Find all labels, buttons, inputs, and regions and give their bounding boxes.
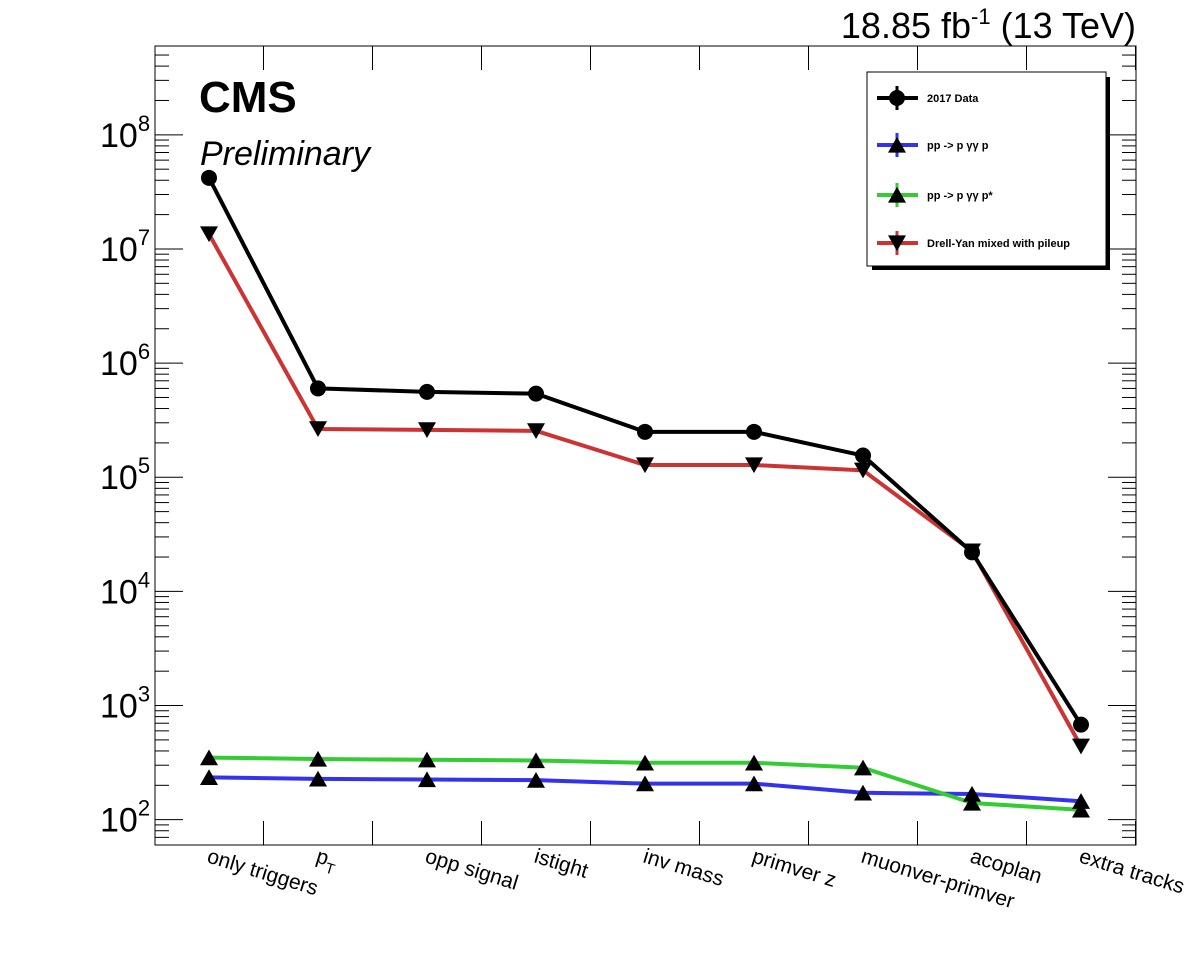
lumi-unit-exponent: -1: [971, 4, 991, 29]
data-point: [201, 169, 217, 186]
data-point: [963, 794, 981, 811]
data-point: [200, 769, 218, 785]
legend-entry: Drell-Yan mixed with pileup: [877, 231, 1070, 255]
x-category-label: istight: [532, 845, 591, 883]
data-point: [419, 383, 435, 400]
data-point: [963, 785, 981, 802]
y-tick-label: 105: [100, 453, 150, 497]
legend-label: pp -> p γγ p: [927, 140, 989, 152]
data-point: [1072, 801, 1090, 818]
data-point: [200, 226, 218, 243]
legend-label: 2017 Data: [927, 93, 979, 105]
data-point: [637, 423, 653, 440]
data-point: [527, 772, 545, 788]
data-point: [1072, 793, 1090, 809]
x-category-label: opp signal: [423, 845, 521, 895]
series-lines: [207, 176, 1083, 812]
y-tick-labels: 102 103 104 105 106 107 108: [100, 111, 150, 840]
preliminary-label: Preliminary: [200, 135, 372, 173]
y-tick-label: 106: [100, 339, 150, 383]
data-point: [1072, 738, 1090, 755]
data-point: [746, 423, 762, 440]
data-point: [527, 423, 545, 439]
data-point: [200, 749, 218, 766]
data-point: [310, 380, 326, 397]
data-point: [418, 751, 436, 768]
y-tick-label: 104: [100, 567, 150, 611]
y-tick-label: 103: [100, 682, 150, 726]
series-line: [207, 233, 1083, 748]
y-tick-label: 102: [100, 796, 150, 840]
legend-marker: [888, 235, 906, 252]
data-point: [636, 457, 654, 474]
data-point: [745, 754, 763, 771]
x-category-label: primver z: [750, 845, 839, 892]
data-point: [964, 544, 980, 561]
cms-label: CMS: [199, 73, 297, 122]
data-point: [854, 462, 872, 479]
data-point: [309, 421, 327, 438]
series-markers: [200, 169, 1090, 818]
axis-ticks: [155, 45, 1136, 846]
legend-label: pp -> p γγ p*: [927, 190, 993, 202]
legend-box: [866, 71, 1107, 267]
data-point: [854, 759, 872, 776]
plot-frame: [154, 45, 1137, 846]
legend-label: Drell-Yan mixed with pileup: [927, 238, 1070, 250]
energy-label: (13 TeV): [991, 5, 1136, 46]
data-point: [745, 775, 763, 792]
data-point: [527, 752, 545, 769]
data-point: [528, 385, 544, 402]
data-point: [745, 457, 763, 474]
legend-marker: [888, 136, 906, 153]
x-category-label: only triggers: [205, 845, 321, 900]
data-point: [309, 770, 327, 787]
data-point: [855, 447, 871, 464]
data-point: [418, 771, 436, 788]
x-category-label: extra tracks: [1077, 845, 1188, 899]
lumi-value: 18.85 fb: [841, 5, 971, 46]
legend-entry: pp -> p γγ p*: [877, 183, 993, 207]
x-category-label: inv mass: [641, 845, 727, 891]
luminosity-label: 18.85 fb-1 (13 TeV): [841, 4, 1136, 46]
x-category-label: pT: [312, 845, 340, 879]
data-point: [636, 754, 654, 771]
data-point: [1073, 716, 1089, 733]
legend-entry: 2017 Data: [877, 86, 979, 110]
y-tick-label: 108: [100, 111, 150, 155]
data-point: [854, 784, 872, 801]
legend-marker: [888, 186, 906, 203]
legend-entry: pp -> p γγ p: [877, 133, 989, 157]
y-tick-label: 107: [100, 225, 150, 269]
data-point: [636, 775, 654, 792]
data-point: [309, 750, 327, 767]
legend: 2017 Data pp -> p γγ p pp -> p γγ p* Drell-…: [866, 71, 1110, 270]
data-point: [418, 422, 436, 438]
legend-marker: [889, 90, 905, 106]
